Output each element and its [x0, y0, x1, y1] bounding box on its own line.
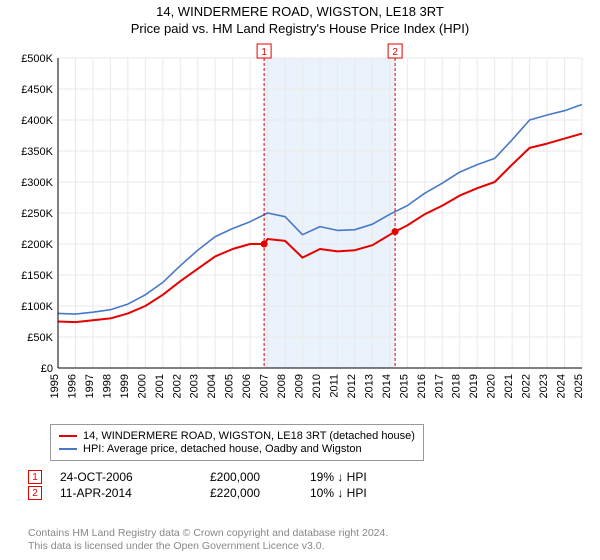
svg-text:2007: 2007 [259, 374, 271, 398]
svg-text:£50K: £50K [27, 332, 53, 344]
sale-date: 24-OCT-2006 [60, 470, 210, 484]
svg-text:£300K: £300K [21, 177, 53, 189]
svg-text:2008: 2008 [276, 374, 288, 398]
svg-text:£150K: £150K [21, 270, 53, 282]
svg-text:£350K: £350K [21, 146, 53, 158]
svg-text:£0: £0 [41, 363, 53, 375]
sale-price: £200,000 [210, 470, 310, 484]
svg-text:2020: 2020 [486, 374, 498, 398]
svg-text:2000: 2000 [136, 374, 148, 398]
svg-text:£400K: £400K [21, 115, 53, 127]
svg-text:2017: 2017 [433, 374, 445, 398]
legend: 14, WINDERMERE ROAD, WIGSTON, LE18 3RT (… [50, 424, 424, 461]
chart-title: 14, WINDERMERE ROAD, WIGSTON, LE18 3RT P… [0, 0, 600, 38]
svg-text:2004: 2004 [206, 374, 218, 398]
table-row: 1 24-OCT-2006 £200,000 19% ↓ HPI [28, 470, 410, 484]
svg-text:1996: 1996 [66, 374, 78, 398]
svg-text:2018: 2018 [451, 374, 463, 398]
svg-text:1: 1 [261, 47, 267, 58]
attribution: Contains HM Land Registry data © Crown c… [28, 527, 388, 554]
svg-text:£450K: £450K [21, 84, 53, 96]
svg-text:1999: 1999 [119, 374, 131, 398]
svg-text:2024: 2024 [556, 374, 568, 398]
sales-table: 1 24-OCT-2006 £200,000 19% ↓ HPI 2 11-AP… [28, 468, 410, 502]
svg-text:2021: 2021 [503, 374, 515, 398]
line-chart: 1 2 £0 £50K £100K £150K £200K £250K £300K £350K £4… [10, 42, 590, 422]
chart-svg: 1 2 £0 £50K £100K £150K £200K £250K £300K £350K £4… [10, 42, 590, 422]
svg-text:£500K: £500K [21, 53, 53, 65]
svg-text:1995: 1995 [49, 374, 61, 398]
table-row: 2 11-APR-2014 £220,000 10% ↓ HPI [28, 486, 410, 500]
svg-text:1997: 1997 [84, 374, 96, 398]
legend-swatch-property [59, 435, 77, 437]
svg-text:2013: 2013 [363, 374, 375, 398]
svg-text:2022: 2022 [521, 374, 533, 398]
svg-text:2006: 2006 [241, 374, 253, 398]
legend-label-property: 14, WINDERMERE ROAD, WIGSTON, LE18 3RT (… [83, 430, 415, 442]
legend-item-hpi: HPI: Average price, detached house, Oadb… [59, 443, 415, 455]
sale-marker-1: 1 [28, 470, 42, 484]
legend-item-property: 14, WINDERMERE ROAD, WIGSTON, LE18 3RT (… [59, 430, 415, 442]
svg-text:2016: 2016 [416, 374, 428, 398]
svg-text:1998: 1998 [101, 374, 113, 398]
legend-swatch-hpi [59, 448, 77, 450]
svg-text:2003: 2003 [189, 374, 201, 398]
svg-text:£250K: £250K [21, 208, 53, 220]
svg-text:2012: 2012 [346, 374, 358, 398]
title-line1: 14, WINDERMERE ROAD, WIGSTON, LE18 3RT [0, 4, 600, 21]
svg-text:2025: 2025 [573, 374, 585, 398]
title-line2: Price paid vs. HM Land Registry's House … [0, 21, 600, 38]
svg-text:2001: 2001 [154, 374, 166, 398]
svg-text:2: 2 [392, 47, 398, 58]
svg-text:2009: 2009 [294, 374, 306, 398]
svg-text:2005: 2005 [224, 374, 236, 398]
svg-text:2014: 2014 [381, 374, 393, 398]
attribution-line2: This data is licensed under the Open Gov… [28, 540, 388, 554]
svg-text:2019: 2019 [468, 374, 480, 398]
sale-hpi: 19% ↓ HPI [310, 470, 410, 484]
svg-text:2010: 2010 [311, 374, 323, 398]
sale-hpi: 10% ↓ HPI [310, 486, 410, 500]
svg-text:2002: 2002 [171, 374, 183, 398]
svg-text:2011: 2011 [328, 374, 340, 398]
sale-date: 11-APR-2014 [60, 486, 210, 500]
legend-label-hpi: HPI: Average price, detached house, Oadb… [83, 443, 362, 455]
svg-text:£200K: £200K [21, 239, 53, 251]
svg-text:2023: 2023 [538, 374, 550, 398]
attribution-line1: Contains HM Land Registry data © Crown c… [28, 527, 388, 541]
svg-text:2015: 2015 [398, 374, 410, 398]
sale-marker-2: 2 [28, 486, 42, 500]
svg-text:£100K: £100K [21, 301, 53, 313]
sale-price: £220,000 [210, 486, 310, 500]
